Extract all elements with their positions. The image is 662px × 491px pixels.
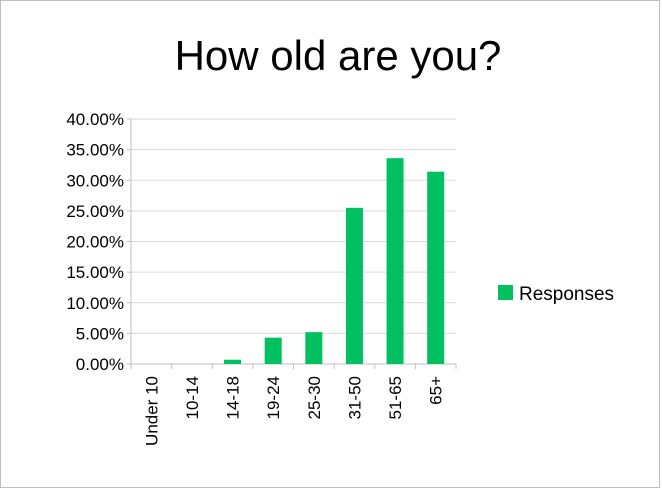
x-axis: Under 10 10-14 14-18 19-24 25-30 31-50 51-65 65…: [130, 364, 457, 446]
y-tick-label: 40.00%: [66, 110, 124, 129]
bar: [427, 171, 445, 364]
y-tick-label: 30.00%: [66, 171, 124, 190]
x-tick-label: 19-24: [264, 376, 283, 419]
bar: [224, 359, 242, 364]
chart-title: How old are you?: [175, 32, 502, 79]
y-tick-label: 10.00%: [66, 294, 124, 313]
bar: [386, 158, 404, 364]
bar: [264, 337, 282, 364]
legend: Responses: [498, 284, 614, 305]
y-axis: 0.00% 5.00% 10.00% 15.00% 20.00% 25.00% 30.00%…: [66, 110, 132, 374]
y-tick-label: 5.00%: [76, 324, 124, 343]
x-tick-label: 51-65: [386, 376, 405, 419]
x-tick-label: 25-30: [305, 376, 324, 419]
x-tick-label: 31-50: [345, 376, 364, 419]
x-tick-label: 10-14: [183, 376, 202, 419]
y-tick-label: 35.00%: [66, 141, 124, 160]
bar: [305, 332, 323, 364]
x-tick-label: 14-18: [224, 376, 243, 419]
y-tick-label: 20.00%: [66, 233, 124, 252]
y-tick-label: 15.00%: [66, 263, 124, 282]
y-tick-label: 0.00%: [76, 355, 124, 374]
legend-label: Responses: [519, 284, 614, 305]
gridlines: [131, 118, 456, 365]
legend-swatch: [498, 285, 513, 300]
x-tick-label: Under 10: [142, 376, 161, 446]
x-tick-label: 65+: [427, 376, 446, 405]
bar: [345, 207, 363, 364]
bars: [224, 158, 445, 364]
y-tick-label: 25.00%: [66, 202, 124, 221]
